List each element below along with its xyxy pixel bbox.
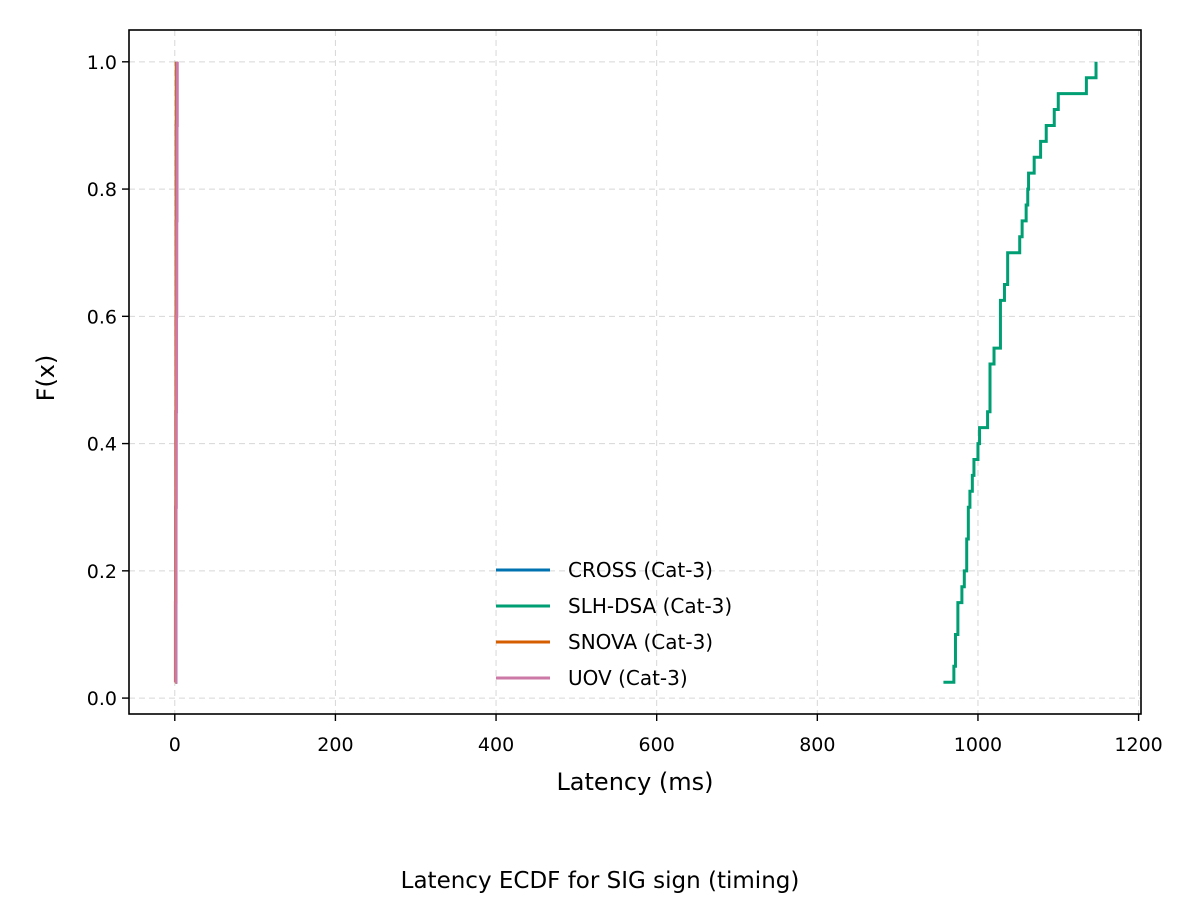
figure-caption: Latency ECDF for SIG sign (timing) bbox=[401, 868, 800, 894]
x-tick-label: 400 bbox=[478, 734, 514, 756]
y-tick-label: 0.0 bbox=[87, 688, 117, 710]
legend-label: UOV (Cat-3) bbox=[568, 666, 688, 690]
y-axis-label: F(x) bbox=[32, 355, 60, 402]
series-line-slh-dsa-cat-3 bbox=[943, 61, 1098, 684]
x-tick-label: 600 bbox=[639, 734, 675, 756]
plot-frame bbox=[128, 29, 1142, 715]
y-tick-label: 0.4 bbox=[87, 434, 117, 456]
x-tick-label: 200 bbox=[317, 734, 353, 756]
series-layer bbox=[173, 61, 1098, 684]
x-tick-label: 1000 bbox=[954, 734, 1002, 756]
axis-ticks: 0 200 400 600 800 1000 1200 0.0 0.2 0.4 0.6 0.8 1.0 bbox=[87, 52, 1163, 756]
grid-lines bbox=[129, 30, 1141, 714]
x-tick-label: 0 bbox=[169, 734, 181, 756]
legend: CROSS (Cat-3) SLH-DSA (Cat-3) SNOVA (Cat-3… bbox=[496, 558, 732, 690]
legend-label: SLH-DSA (Cat-3) bbox=[568, 594, 732, 618]
x-tick-label: 800 bbox=[799, 734, 835, 756]
legend-label: SNOVA (Cat-3) bbox=[568, 630, 713, 654]
y-tick-label: 0.8 bbox=[87, 179, 117, 201]
series-line-uov-cat-3 bbox=[174, 61, 179, 684]
x-tick-label: 1200 bbox=[1114, 734, 1162, 756]
y-tick-label: 0.6 bbox=[87, 306, 117, 328]
legend-label: CROSS (Cat-3) bbox=[568, 558, 713, 582]
x-axis-label: Latency (ms) bbox=[556, 768, 713, 796]
y-tick-label: 1.0 bbox=[87, 52, 117, 74]
y-tick-label: 0.2 bbox=[87, 561, 117, 583]
